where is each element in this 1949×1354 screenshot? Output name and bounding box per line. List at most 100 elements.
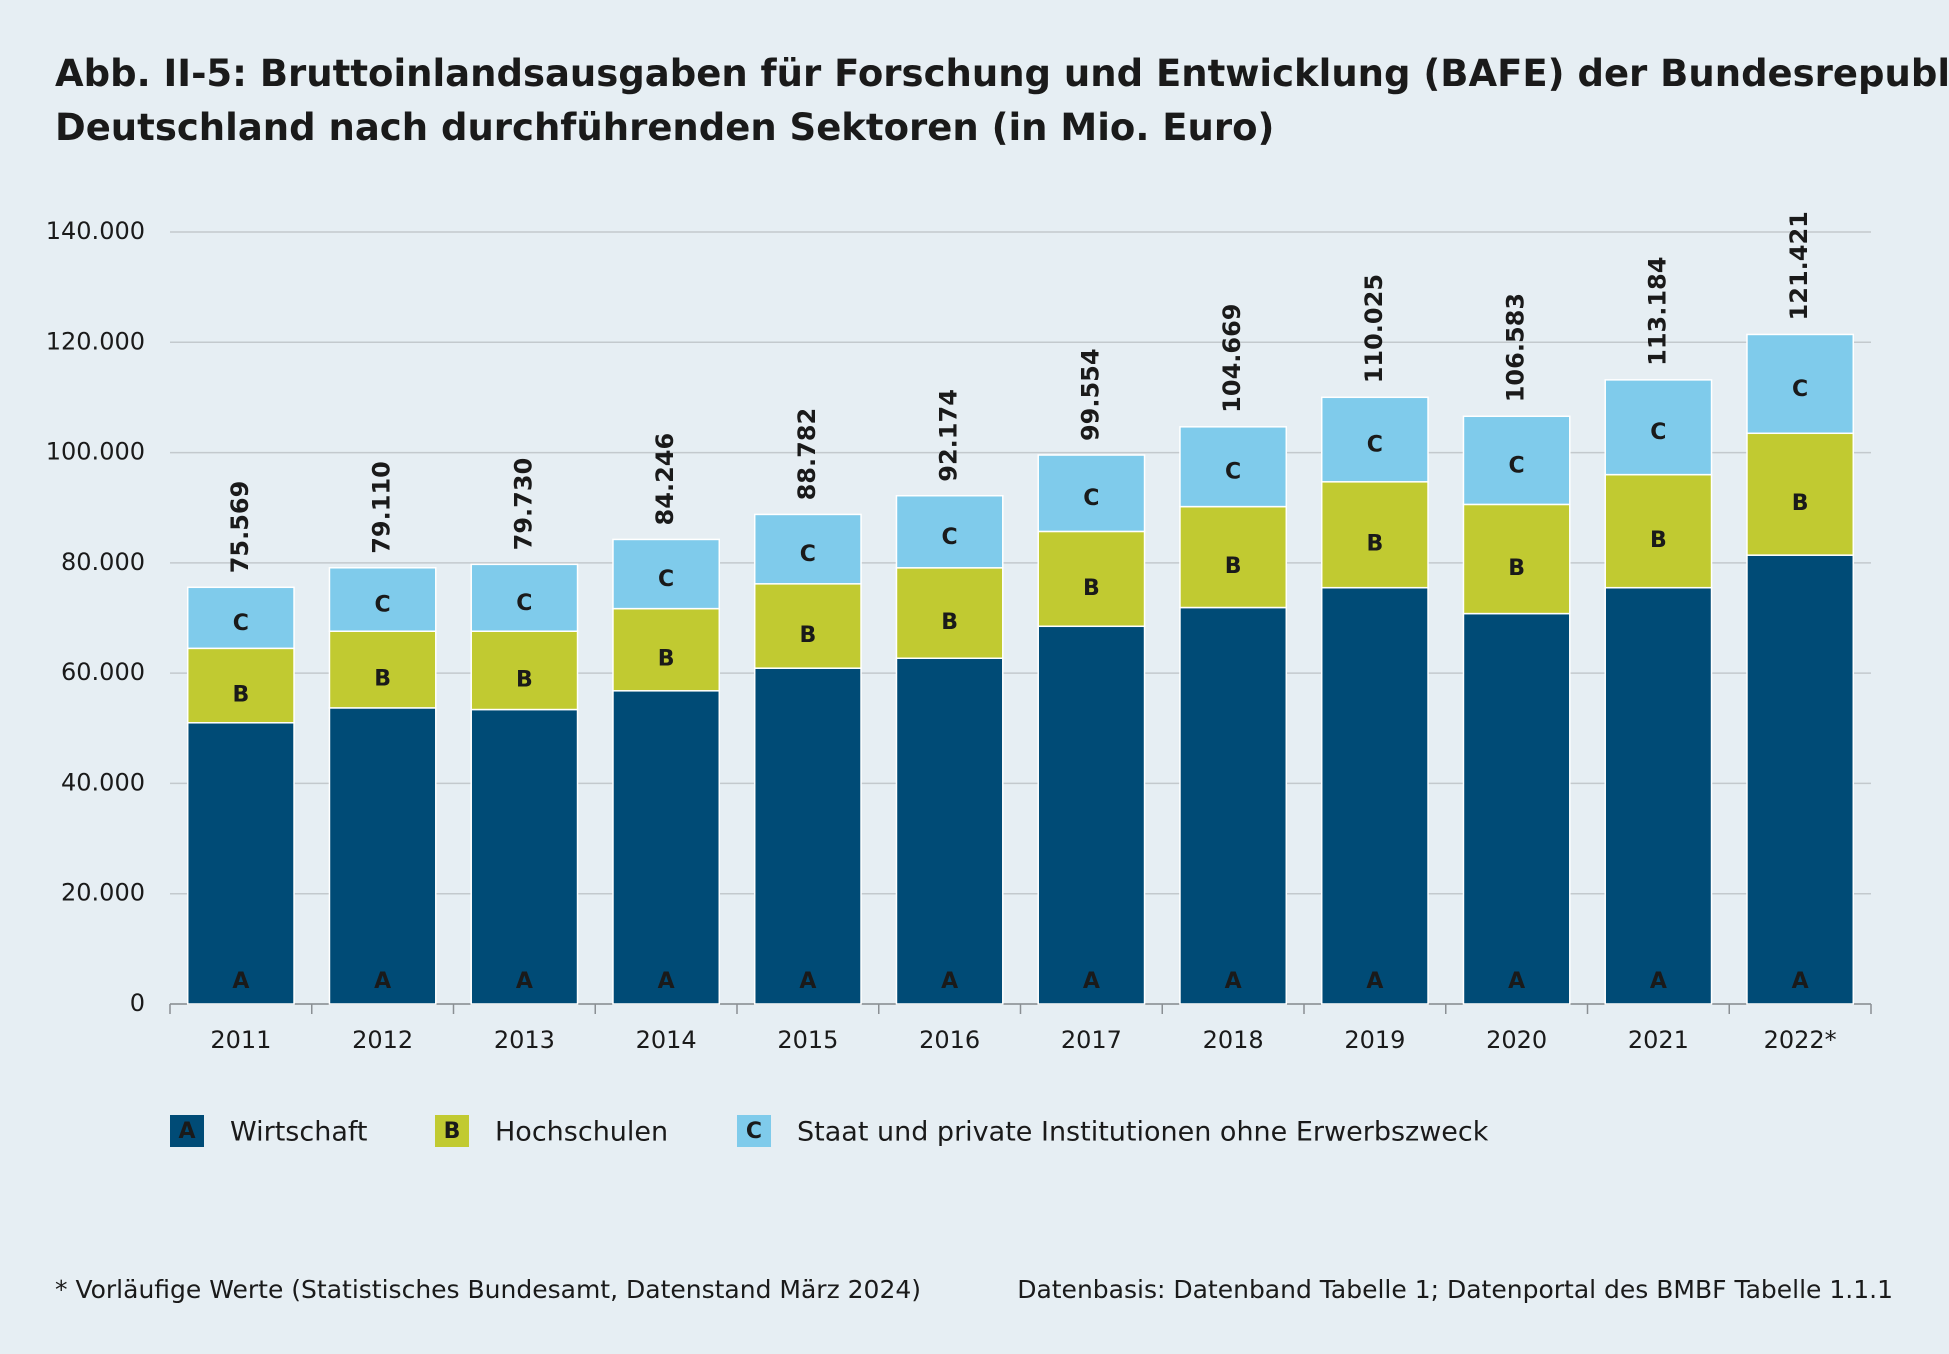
segment-label: C — [1509, 453, 1525, 478]
x-tick-label: 2021 — [1628, 1026, 1689, 1054]
segment-label: A — [1366, 969, 1383, 994]
segment-label: B — [1792, 491, 1809, 516]
bar-segment — [753, 667, 862, 1005]
segment-label: B — [1366, 532, 1383, 557]
segment-label: A — [374, 969, 391, 994]
total-label: 79.110 — [368, 461, 396, 554]
segment-label: A — [232, 969, 249, 994]
segment-label: B — [232, 683, 249, 708]
legend-swatch — [435, 1115, 469, 1147]
bar-segment — [1604, 586, 1713, 1005]
y-tick-label: 120.000 — [46, 327, 145, 355]
segment-label: C — [1792, 377, 1808, 402]
bar-segment — [612, 607, 721, 692]
bar-segment — [1037, 530, 1146, 628]
y-tick-label: 40.000 — [61, 768, 145, 796]
segment-label: B — [1508, 556, 1525, 581]
segment-label: B — [516, 667, 533, 692]
x-tick-label: 2015 — [777, 1026, 838, 1054]
segment-label: A — [1650, 969, 1667, 994]
total-label: 79.730 — [509, 458, 537, 551]
segment-label: A — [1083, 969, 1100, 994]
bar-segment — [1037, 454, 1146, 533]
y-tick-label: 20.000 — [61, 879, 145, 907]
segment-label: B — [658, 647, 675, 672]
x-tick-label: 2013 — [494, 1026, 555, 1054]
x-tick-label: 2018 — [1203, 1026, 1264, 1054]
legend-swatch — [170, 1115, 204, 1147]
segment-label: C — [375, 592, 391, 617]
bar-segment — [328, 707, 437, 1005]
bar-segment — [186, 586, 295, 650]
x-tick-label: 2019 — [1344, 1026, 1405, 1054]
total-label: 104.669 — [1218, 304, 1246, 413]
legend-label: Hochschulen — [495, 1117, 668, 1148]
segment-label: C — [1083, 486, 1099, 511]
total-label: 106.583 — [1502, 293, 1530, 402]
bar-segment — [1179, 426, 1288, 508]
legend-label: Staat und private Institutionen ohne Erw… — [797, 1117, 1489, 1148]
bar-segment — [1746, 333, 1855, 435]
legend-swatch — [737, 1115, 771, 1147]
total-label: 84.246 — [651, 433, 679, 526]
bar-segment — [1320, 586, 1429, 1005]
total-label: 88.782 — [793, 408, 821, 501]
bar-segment — [753, 583, 862, 669]
total-label: 113.184 — [1643, 257, 1671, 366]
bar-segment — [470, 563, 579, 632]
total-label: 75.569 — [226, 481, 254, 574]
bar-segment — [186, 722, 295, 1005]
x-tick-label: 2011 — [210, 1026, 271, 1054]
bar-segment — [1604, 473, 1713, 589]
segment-label: A — [1792, 969, 1809, 994]
total-label: 110.025 — [1360, 274, 1388, 383]
segment-label: B — [1225, 554, 1242, 579]
bar-segment — [1462, 503, 1571, 615]
bar-segment — [1179, 606, 1288, 1005]
legend-key: C — [746, 1119, 762, 1144]
bar-segment — [1320, 481, 1429, 589]
x-tick-label: 2016 — [919, 1026, 980, 1054]
legend-key: B — [444, 1119, 461, 1144]
segment-label: C — [1650, 420, 1666, 445]
x-tick-label: 2017 — [1061, 1026, 1122, 1054]
segment-label: C — [516, 591, 532, 616]
x-tick-label: 2014 — [636, 1026, 697, 1054]
y-tick-label: 0 — [130, 989, 145, 1017]
bar-segment — [612, 538, 721, 610]
total-label: 92.174 — [935, 389, 963, 482]
bar-segment — [470, 708, 579, 1005]
segment-label: A — [1508, 969, 1525, 994]
segment-label: A — [1225, 969, 1242, 994]
segment-label: C — [942, 525, 958, 550]
source: Datenbasis: Datenband Tabelle 1; Datenpo… — [1017, 1275, 1893, 1304]
segment-label: A — [799, 969, 816, 994]
y-tick-label: 140.000 — [46, 217, 145, 245]
segment-label: B — [1650, 528, 1667, 553]
chart-title: Deutschland nach durchführenden Sektoren… — [55, 106, 1274, 149]
bar-segment — [895, 567, 1004, 660]
chart-title: Abb. II-5: Bruttoinlandsausgaben für For… — [55, 52, 1949, 95]
x-tick-label: 2020 — [1486, 1026, 1547, 1054]
segment-label: A — [516, 969, 533, 994]
segment-label: A — [658, 969, 675, 994]
total-label: 121.421 — [1785, 211, 1813, 320]
bar-segment — [1179, 505, 1288, 609]
bar-segment — [1746, 554, 1855, 1005]
y-tick-label: 100.000 — [46, 438, 145, 466]
segment-label: B — [1083, 576, 1100, 601]
bar-segment — [1462, 415, 1571, 506]
legend-key: A — [178, 1119, 195, 1144]
bar-segment — [328, 567, 437, 632]
segment-label: C — [1367, 433, 1383, 458]
footnote: * Vorläufige Werte (Statistisches Bundes… — [55, 1275, 921, 1304]
bar-segment — [470, 630, 579, 711]
y-tick-label: 80.000 — [61, 548, 145, 576]
bar-segment — [895, 494, 1004, 569]
segment-label: B — [374, 667, 391, 692]
segment-label: C — [800, 542, 816, 567]
segment-label: C — [658, 567, 674, 592]
segment-label: B — [799, 623, 816, 648]
legend-label: Wirtschaft — [230, 1117, 367, 1148]
bar-segment — [1746, 432, 1855, 556]
